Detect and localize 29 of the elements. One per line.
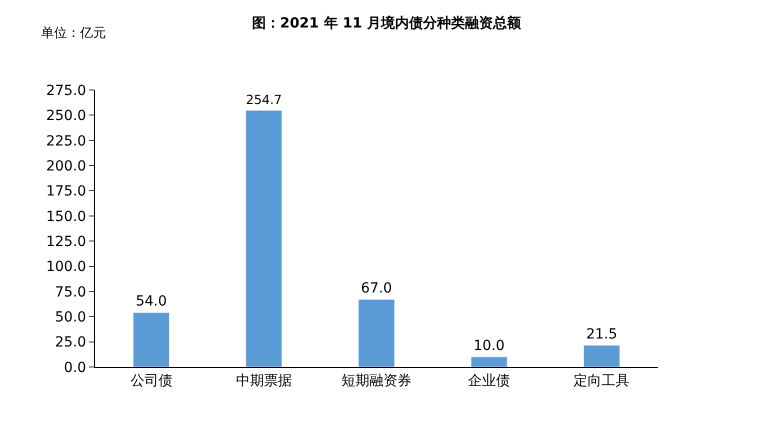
y-tick-label: 200.0 <box>46 158 86 174</box>
data-label: 67.0 <box>360 280 392 297</box>
y-tick-label: 225.0 <box>46 133 86 150</box>
y-tick-label: 0.0 <box>64 360 86 376</box>
x-tick-label: 企业债 <box>468 372 510 389</box>
y-tick-label: 150.0 <box>46 208 86 225</box>
y-tick-label: 250.0 <box>46 108 86 124</box>
y-tick-label: 25.0 <box>55 334 86 351</box>
bar <box>583 345 620 367</box>
data-label: 54.0 <box>136 294 167 310</box>
y-axis-title: 单位：亿元 <box>41 26 106 41</box>
x-tick-label: 公司债 <box>130 372 172 389</box>
bar <box>358 299 395 367</box>
x-tick-label: 定向工具 <box>574 372 630 389</box>
y-tick-label: 125.0 <box>46 234 86 250</box>
y-tick-label: 50.0 <box>55 310 86 326</box>
y-tick-label: 275.0 <box>46 82 86 99</box>
data-label: 254.7 <box>246 92 282 107</box>
bar <box>470 356 508 367</box>
y-tick-label: 100.0 <box>46 259 86 276</box>
data-label: 21.5 <box>586 326 618 342</box>
y-tick-label: 175.0 <box>46 184 86 200</box>
x-tick-label: 短期融资券 <box>342 372 412 389</box>
data-label: 10.0 <box>474 338 505 354</box>
y-tick-label: 75.0 <box>55 284 86 300</box>
bar <box>246 110 282 367</box>
chart-title: 图：2021 年 11 月境内债分种类融资总额 <box>252 14 522 32</box>
x-tick-label: 中期票据 <box>236 372 292 389</box>
bar <box>133 312 170 367</box>
